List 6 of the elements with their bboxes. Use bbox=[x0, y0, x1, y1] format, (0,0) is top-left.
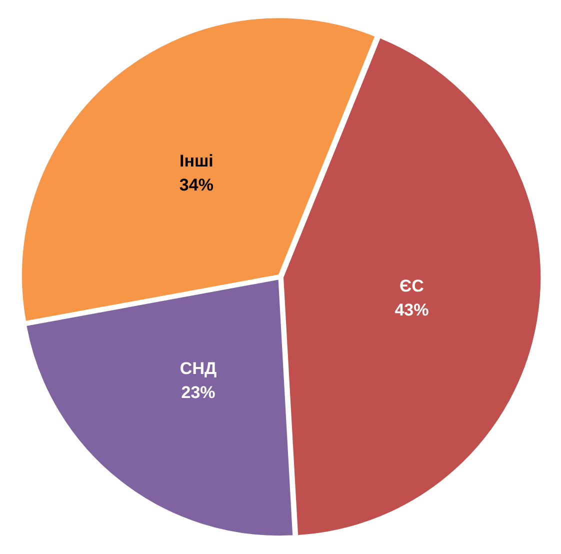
slice-label: ЄС bbox=[400, 276, 424, 296]
data-label: 34% bbox=[179, 176, 214, 195]
slice-label: СНД bbox=[180, 359, 217, 378]
slice-label: Інші bbox=[179, 152, 214, 171]
data-label: 43% bbox=[394, 300, 429, 320]
data-label: 23% bbox=[181, 383, 216, 402]
